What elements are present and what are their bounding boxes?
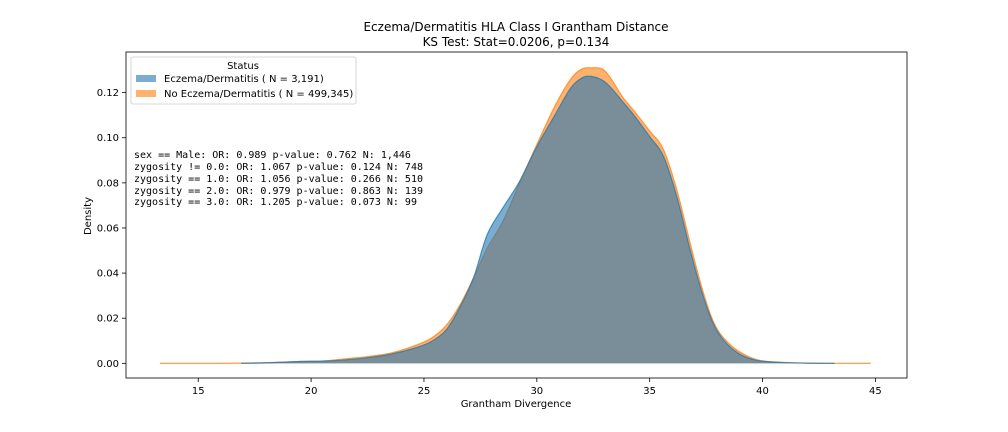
- annotation-line: zygosity == 2.0: OR: 0.979 p-value: 0.86…: [134, 186, 423, 197]
- x-tick-label: 35: [643, 386, 656, 397]
- chart-subtitle: KS Test: Stat=0.0206, p=0.134: [423, 35, 610, 49]
- chart-title: Eczema/Dermatitis HLA Class I Grantham D…: [363, 20, 668, 34]
- density-line-eczema: [241, 75, 835, 364]
- y-tick-label: 0.00: [97, 359, 119, 370]
- x-tick-label: 25: [418, 386, 431, 397]
- x-tick-label: 20: [305, 386, 318, 397]
- series-layer: [159, 67, 871, 364]
- y-tick-label: 0.06: [97, 223, 119, 234]
- density-line-no-eczema: [159, 67, 871, 364]
- legend-box: [130, 56, 357, 105]
- legend-swatch-eczema: [136, 75, 156, 82]
- y-tick-label: 0.08: [97, 178, 119, 189]
- y-tick-label: 0.02: [97, 314, 119, 325]
- y-axis-label: Density: [83, 197, 94, 235]
- annotation-line: zygosity == 3.0: OR: 1.205 p-value: 0.07…: [134, 197, 417, 208]
- annotation-line: zygosity == 1.0: OR: 1.056 p-value: 0.26…: [134, 174, 423, 185]
- legend-label-no-eczema: No Eczema/Dermatitis ( N = 499,345): [164, 89, 353, 100]
- annotation-line: zygosity != 0.0: OR: 1.067 p-value: 0.12…: [134, 162, 423, 173]
- y-tick-label: 0.04: [97, 269, 119, 280]
- y-tick-label: 0.12: [97, 88, 119, 99]
- x-axis-label: Grantham Divergence: [461, 399, 572, 410]
- legend-swatch-no-eczema: [136, 90, 156, 97]
- x-tick-label: 30: [530, 386, 543, 397]
- annotation-line: sex == Male: OR: 0.989 p-value: 0.762 N:…: [134, 150, 411, 161]
- annotation-block: sex == Male: OR: 0.989 p-value: 0.762 N:…: [134, 150, 423, 208]
- legend: Status Eczema/Dermatitis ( N = 3,191) No…: [130, 56, 357, 105]
- plot-frame: [125, 51, 908, 379]
- x-tick-label: 15: [192, 386, 205, 397]
- x-tick-label: 45: [869, 386, 882, 397]
- legend-label-eczema: Eczema/Dermatitis ( N = 3,191): [164, 74, 324, 85]
- y-tick-label: 0.10: [97, 133, 119, 144]
- legend-title: Status: [227, 61, 259, 72]
- y-axis: 0.00 0.02 0.04 0.06 0.08 0.10 0.12: [97, 88, 126, 370]
- x-tick-label: 40: [756, 386, 769, 397]
- x-axis: 15 20 25 30 35 40 45: [192, 378, 882, 397]
- density-area-eczema: [241, 76, 835, 364]
- plot-area: [125, 51, 908, 379]
